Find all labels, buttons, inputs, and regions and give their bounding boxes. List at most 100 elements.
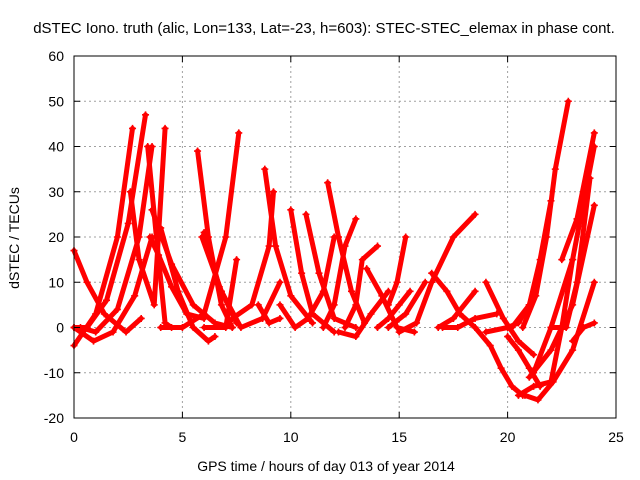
data-point [113,233,121,241]
data-point [194,147,202,155]
data-point [504,333,512,341]
data-point [443,287,451,295]
data-point [92,328,100,336]
data-point [348,287,356,295]
data-point [352,215,360,223]
data-point [103,296,111,304]
data-point [378,292,386,300]
data-point [330,301,338,309]
series-arc-6 [126,124,169,309]
data-point [482,328,490,336]
data-point [439,324,447,331]
data-point [534,396,542,404]
data-point [265,319,273,327]
data-point [200,228,208,236]
data-point [514,391,522,399]
data-point [261,165,269,173]
data-point [393,278,401,286]
data-point [287,292,295,300]
data-point [233,256,241,264]
data-point [157,324,165,331]
data-point [532,292,540,300]
x-tick-label: 0 [70,429,78,445]
data-point [421,278,429,286]
data-point [569,346,577,354]
data-point [341,324,349,331]
data-point [217,287,225,295]
data-point [558,256,566,264]
data-point [573,215,581,223]
data-point [449,314,457,322]
chart-title: dSTEC Iono. truth (alic, Lon=133, Lat=-2… [33,20,615,37]
y-tick-label: -10 [44,365,64,381]
series-arc-33 [439,310,501,331]
data-point [200,310,208,318]
series-arc-18 [254,301,284,327]
series-arc-46 [569,319,598,345]
data-point [157,224,165,232]
data-point [276,278,284,286]
x-axis-label: GPS time / hours of day 013 of year 2014 [197,458,455,474]
data-point [551,165,559,173]
series-line [229,189,276,321]
data-point [109,328,117,336]
y-tick-label: -20 [44,410,64,426]
data-point [564,97,572,105]
data-point [508,324,516,331]
data-point [590,319,598,327]
data-point [298,269,306,277]
data-point [449,233,457,241]
series-arc-23 [324,179,369,327]
data-point [521,391,529,399]
data-point [135,256,143,264]
data-point [287,206,295,214]
series-line [342,243,380,330]
series-layer [70,97,598,404]
series-line [375,288,413,330]
series-line [505,334,543,389]
data-point [569,256,577,264]
data-point [131,292,139,300]
data-point [514,337,522,345]
data-point [146,233,154,241]
data-point [144,143,152,150]
data-point [482,278,490,286]
y-tick-label: 20 [48,229,64,245]
data-point [525,364,533,372]
y-tick-label: 50 [48,93,64,109]
data-point [562,324,570,331]
data-point [410,328,418,336]
data-point [352,301,360,309]
data-point [150,301,158,309]
data-point [352,324,360,331]
series-arc-20 [276,233,338,331]
series-line [336,288,391,340]
data-point [402,233,410,241]
series-arc-36 [471,324,527,399]
series-line [127,125,168,308]
data-point [155,251,163,259]
data-point [525,373,533,381]
data-point [248,301,256,309]
ticks: 0 5 10 15 20 25 -20 -10 0 10 20 30 40 50 60 [44,48,624,445]
data-point [217,301,225,309]
series-arc-11 [157,129,243,331]
series-arc-29 [384,278,429,331]
series-line [385,234,409,308]
data-point [122,328,130,336]
data-point [471,287,479,295]
data-point [168,283,176,291]
data-point [124,219,132,227]
data-point [471,314,479,322]
data-point [228,314,236,322]
data-point [113,305,121,313]
data-point [304,314,312,322]
series-arc-39 [519,97,572,331]
data-point [90,337,98,345]
series-arc-22 [319,215,360,331]
series-line [531,144,597,376]
data-point [530,351,538,359]
data-point [228,324,236,331]
data-point [222,233,230,241]
